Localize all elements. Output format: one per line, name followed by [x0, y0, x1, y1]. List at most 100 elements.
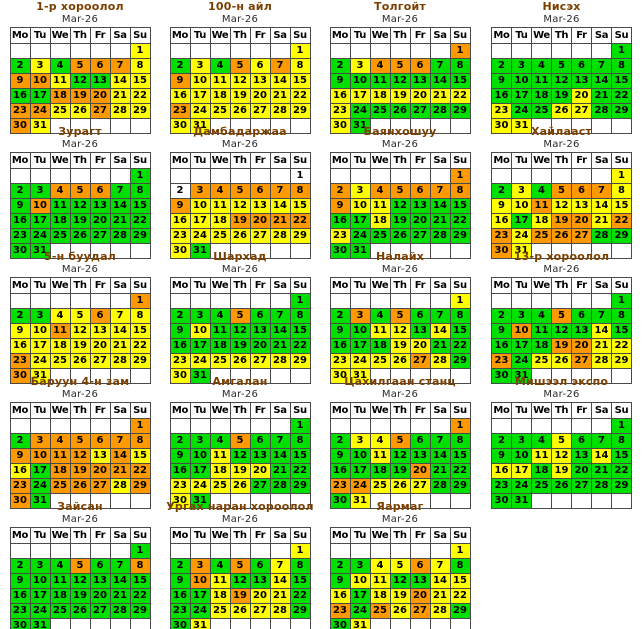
calendar-day-cell[interactable]: 20: [249, 213, 271, 229]
calendar-day-cell[interactable]: 29: [611, 353, 632, 369]
calendar-day-cell[interactable]: 26: [389, 103, 411, 119]
calendar-day-cell[interactable]: 22: [289, 88, 311, 104]
calendar-day-cell[interactable]: 9: [9, 573, 31, 589]
calendar-day-cell[interactable]: 30: [9, 493, 31, 509]
calendar-day-cell[interactable]: 7: [109, 58, 131, 74]
calendar-day-cell[interactable]: 4: [369, 308, 391, 324]
calendar-day-cell[interactable]: 17: [189, 588, 211, 604]
calendar-day-cell[interactable]: 12: [389, 73, 411, 89]
calendar-day-cell[interactable]: 8: [129, 558, 151, 574]
calendar-day-cell[interactable]: 29: [611, 228, 632, 244]
calendar-day-cell[interactable]: 11: [209, 323, 231, 339]
calendar-day-cell[interactable]: 18: [531, 463, 552, 479]
calendar-day-cell[interactable]: 9: [329, 323, 351, 339]
calendar-day-cell[interactable]: 29: [289, 103, 311, 119]
calendar-day-cell[interactable]: 29: [449, 478, 471, 494]
calendar-day-cell[interactable]: 14: [269, 198, 291, 214]
calendar-day-cell[interactable]: 11: [49, 198, 71, 214]
calendar-day-cell[interactable]: 24: [189, 228, 211, 244]
calendar-day-cell[interactable]: 5: [389, 558, 411, 574]
calendar-day-cell[interactable]: 23: [329, 228, 351, 244]
calendar-day-cell[interactable]: 4: [531, 308, 552, 324]
calendar-day-cell[interactable]: 20: [249, 463, 271, 479]
calendar-day-cell[interactable]: 5: [69, 308, 91, 324]
calendar-day-cell[interactable]: 18: [369, 213, 391, 229]
calendar-day-cell[interactable]: 10: [349, 323, 371, 339]
calendar-day-cell[interactable]: 16: [329, 463, 351, 479]
calendar-day-cell[interactable]: 8: [449, 558, 471, 574]
calendar-day-cell[interactable]: 31: [29, 618, 51, 629]
calendar-day-cell[interactable]: 25: [531, 103, 552, 119]
calendar-day-cell[interactable]: 19: [69, 338, 91, 354]
calendar-day-cell[interactable]: 26: [389, 603, 411, 619]
calendar-day-cell[interactable]: 21: [269, 338, 291, 354]
calendar-day-cell[interactable]: 10: [189, 323, 211, 339]
calendar-day-cell[interactable]: 12: [69, 198, 91, 214]
calendar-day-cell[interactable]: 16: [329, 338, 351, 354]
calendar-day-cell[interactable]: 7: [429, 183, 451, 199]
calendar-day-cell[interactable]: 30: [329, 368, 351, 384]
calendar-day-cell[interactable]: 11: [49, 73, 71, 89]
calendar-day-cell[interactable]: 13: [571, 73, 592, 89]
calendar-day-cell[interactable]: 20: [571, 338, 592, 354]
calendar-day-cell[interactable]: 27: [249, 353, 271, 369]
calendar-day-cell[interactable]: 8: [611, 58, 632, 74]
calendar-day-cell[interactable]: 3: [349, 58, 371, 74]
calendar-day-cell[interactable]: 10: [189, 198, 211, 214]
calendar-day-cell[interactable]: 12: [229, 198, 251, 214]
calendar-day-cell[interactable]: 6: [249, 58, 271, 74]
calendar-day-cell[interactable]: 12: [69, 573, 91, 589]
calendar-day-cell[interactable]: 31: [29, 118, 51, 134]
calendar-day-cell[interactable]: 22: [129, 588, 151, 604]
calendar-day-cell[interactable]: 8: [449, 183, 471, 199]
calendar-day-cell[interactable]: 24: [349, 103, 371, 119]
calendar-day-cell[interactable]: 13: [409, 573, 431, 589]
calendar-day-cell[interactable]: 8: [289, 58, 311, 74]
calendar-day-cell[interactable]: 25: [49, 103, 71, 119]
calendar-day-cell[interactable]: 5: [69, 558, 91, 574]
calendar-day-cell[interactable]: 18: [49, 588, 71, 604]
calendar-day-cell[interactable]: 8: [129, 433, 151, 449]
calendar-day-cell[interactable]: 25: [209, 228, 231, 244]
calendar-day-cell[interactable]: 12: [551, 448, 572, 464]
calendar-day-cell[interactable]: 25: [49, 603, 71, 619]
calendar-day-cell[interactable]: 2: [491, 308, 512, 324]
calendar-day-cell[interactable]: 16: [169, 588, 191, 604]
calendar-day-cell[interactable]: 16: [491, 463, 512, 479]
calendar-day-cell[interactable]: 27: [571, 478, 592, 494]
calendar-day-cell[interactable]: 1: [611, 418, 632, 434]
calendar-day-cell[interactable]: 25: [369, 603, 391, 619]
calendar-day-cell[interactable]: 13: [409, 448, 431, 464]
calendar-day-cell[interactable]: 21: [109, 338, 131, 354]
calendar-day-cell[interactable]: 5: [229, 183, 251, 199]
calendar-day-cell[interactable]: 29: [289, 228, 311, 244]
calendar-day-cell[interactable]: 27: [571, 103, 592, 119]
calendar-day-cell[interactable]: 22: [611, 463, 632, 479]
calendar-day-cell[interactable]: 4: [209, 58, 231, 74]
calendar-day-cell[interactable]: 31: [29, 493, 51, 509]
calendar-day-cell[interactable]: 6: [409, 558, 431, 574]
calendar-day-cell[interactable]: 15: [289, 198, 311, 214]
calendar-day-cell[interactable]: 23: [169, 228, 191, 244]
calendar-day-cell[interactable]: 18: [369, 88, 391, 104]
calendar-day-cell[interactable]: 19: [229, 588, 251, 604]
calendar-day-cell[interactable]: 31: [349, 243, 371, 259]
calendar-day-cell[interactable]: 1: [449, 168, 471, 184]
calendar-day-cell[interactable]: 19: [389, 338, 411, 354]
calendar-day-cell[interactable]: 21: [591, 213, 612, 229]
calendar-day-cell[interactable]: 27: [249, 478, 271, 494]
calendar-day-cell[interactable]: 15: [129, 448, 151, 464]
calendar-day-cell[interactable]: 21: [591, 463, 612, 479]
calendar-day-cell[interactable]: 1: [129, 43, 151, 59]
calendar-day-cell[interactable]: 1: [129, 293, 151, 309]
calendar-day-cell[interactable]: 3: [29, 183, 51, 199]
calendar-day-cell[interactable]: 14: [591, 448, 612, 464]
calendar-day-cell[interactable]: 8: [129, 58, 151, 74]
calendar-day-cell[interactable]: 4: [49, 433, 71, 449]
calendar-day-cell[interactable]: 17: [349, 463, 371, 479]
calendar-day-cell[interactable]: 22: [289, 213, 311, 229]
calendar-day-cell[interactable]: 13: [571, 198, 592, 214]
calendar-day-cell[interactable]: 7: [591, 58, 612, 74]
calendar-day-cell[interactable]: 3: [29, 558, 51, 574]
calendar-day-cell[interactable]: 15: [289, 323, 311, 339]
